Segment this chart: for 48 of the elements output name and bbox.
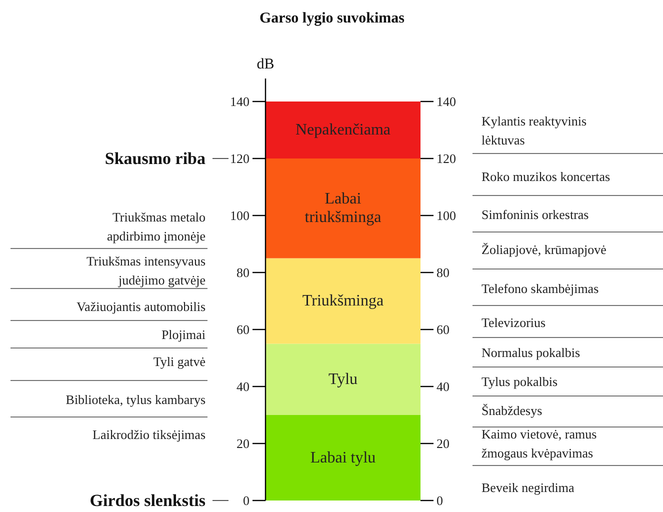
ref-line-label: Girdos slenkstis <box>90 491 206 510</box>
y-tick-label: 0 <box>243 493 250 508</box>
text: Normalus pokalbis <box>482 345 580 360</box>
text: Telefono skambėjimas <box>482 281 599 296</box>
y-tick-label: 20 <box>236 436 250 451</box>
text: Tylus pokalbis <box>482 374 558 389</box>
y2-tick-label: 60 <box>436 322 450 337</box>
text: Važiuojantis automobilis <box>76 299 206 314</box>
series-label: Tylu <box>328 370 358 388</box>
y-tick-label: 140 <box>230 94 250 109</box>
bar <box>266 102 420 158</box>
text: Simfoninis orkestras <box>482 207 589 222</box>
text: Laikrodžio tiksėjimas <box>92 427 206 442</box>
y-axis-title: dB <box>256 56 274 72</box>
y2-tick-label: 20 <box>436 436 450 451</box>
y-tick-label: 80 <box>236 265 250 280</box>
y2-tick-label: 140 <box>436 94 456 109</box>
series-label: Labai tylu <box>310 449 376 466</box>
chart-title: Garso lygio suvokimas <box>259 10 405 26</box>
bar <box>266 344 420 415</box>
text: Roko muzikos koncertas <box>482 169 610 184</box>
text: Triukšmas metalo apdirbimo įmonėje <box>106 210 206 244</box>
text: Televizorius <box>482 315 546 330</box>
text: Beveik negirdima <box>482 480 575 495</box>
ref-line-label: Skausmo riba <box>104 149 206 168</box>
y-tick-label: 120 <box>230 151 250 166</box>
series-label: Nepakenčiama <box>295 122 391 138</box>
text: Triukšmas intensyvaus judėjimo gatvėje <box>86 254 206 288</box>
y-tick-label: 100 <box>230 208 250 223</box>
text: Kaimo vietovė, ramus žmogaus kvėpavimas <box>482 426 597 460</box>
text: Šnabždesys <box>482 403 542 418</box>
y-tick-label: 60 <box>236 322 250 337</box>
y2-tick-label: 0 <box>436 493 443 508</box>
bar <box>266 158 420 258</box>
text: Biblioteka, tylus kambarys <box>66 392 206 407</box>
y2-tick-label: 120 <box>436 151 456 166</box>
bar <box>266 258 420 344</box>
series-label: Triukšminga <box>302 292 384 310</box>
text: Žoliapjovė, krūmapjovė <box>482 242 607 257</box>
y-tick-label: 40 <box>236 379 250 394</box>
bar <box>266 415 420 500</box>
y2-tick-label: 40 <box>436 379 450 394</box>
text: Plojimai <box>161 327 206 342</box>
y2-tick-label: 100 <box>436 208 456 223</box>
text: Tyli gatvė <box>153 354 206 369</box>
y2-tick-label: 80 <box>436 265 450 280</box>
text: Kylantis reaktyvinis lėktuvas <box>482 114 587 148</box>
series-label: Labai triukšminga <box>304 190 382 226</box>
